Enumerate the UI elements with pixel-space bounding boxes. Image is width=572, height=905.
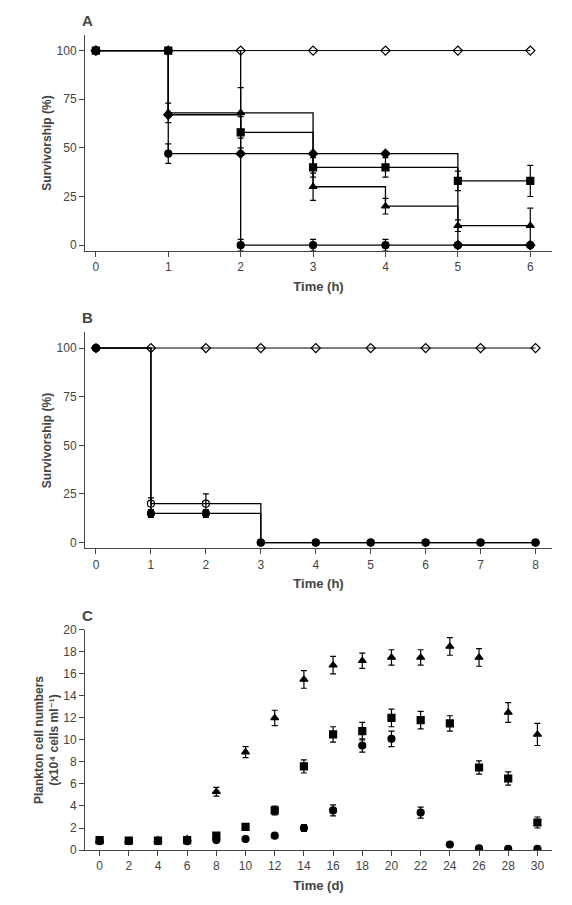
svg-text:18: 18 — [356, 859, 370, 873]
svg-text:5: 5 — [455, 260, 462, 274]
svg-text:14: 14 — [297, 859, 311, 873]
svg-text:8: 8 — [213, 859, 220, 873]
svg-text:16: 16 — [63, 667, 77, 681]
svg-text:6: 6 — [184, 859, 191, 873]
svg-text:22: 22 — [414, 859, 428, 873]
svg-text:24: 24 — [443, 859, 457, 873]
svg-text:75: 75 — [63, 92, 77, 106]
svg-text:2: 2 — [203, 558, 210, 572]
svg-text:25: 25 — [63, 190, 77, 204]
svg-text:26: 26 — [472, 859, 486, 873]
svg-text:2: 2 — [70, 821, 77, 835]
svg-text:Plankton cell numbers(x10⁴ cel: Plankton cell numbers(x10⁴ cells ml⁻¹) — [32, 676, 62, 804]
svg-text:5: 5 — [367, 558, 374, 572]
svg-text:0: 0 — [96, 859, 103, 873]
svg-text:Time (h): Time (h) — [293, 279, 343, 294]
svg-text:100: 100 — [57, 341, 77, 355]
svg-text:1: 1 — [148, 558, 155, 572]
svg-text:10: 10 — [239, 859, 253, 873]
svg-text:20: 20 — [385, 859, 399, 873]
svg-text:50: 50 — [63, 439, 77, 453]
svg-text:4: 4 — [312, 558, 319, 572]
svg-text:0: 0 — [93, 558, 100, 572]
svg-text:3: 3 — [310, 260, 317, 274]
svg-text:16: 16 — [326, 859, 340, 873]
svg-text:0: 0 — [70, 843, 77, 857]
svg-text:3: 3 — [257, 558, 264, 572]
svg-text:18: 18 — [63, 645, 77, 659]
svg-text:100: 100 — [57, 44, 77, 58]
svg-text:8: 8 — [70, 755, 77, 769]
svg-text:0: 0 — [70, 238, 77, 252]
svg-text:4: 4 — [382, 260, 389, 274]
svg-text:0: 0 — [93, 260, 100, 274]
svg-text:75: 75 — [63, 390, 77, 404]
svg-text:20: 20 — [63, 623, 77, 637]
svg-text:28: 28 — [502, 859, 516, 873]
svg-text:6: 6 — [422, 558, 429, 572]
svg-text:2: 2 — [237, 260, 244, 274]
svg-text:50: 50 — [63, 141, 77, 155]
svg-text:Time (h): Time (h) — [293, 576, 343, 591]
svg-text:14: 14 — [63, 689, 77, 703]
svg-text:25: 25 — [63, 487, 77, 501]
svg-text:Time (d): Time (d) — [293, 878, 343, 893]
svg-text:12: 12 — [63, 711, 77, 725]
svg-text:1: 1 — [165, 260, 172, 274]
svg-text:4: 4 — [155, 859, 162, 873]
svg-text:30: 30 — [531, 859, 545, 873]
svg-text:Survivorship (%): Survivorship (%) — [40, 95, 54, 190]
svg-text:B: B — [82, 309, 93, 326]
svg-text:0: 0 — [70, 536, 77, 550]
svg-text:Survivorship (%): Survivorship (%) — [40, 393, 54, 488]
svg-text:4: 4 — [70, 799, 77, 813]
svg-text:A: A — [82, 12, 93, 29]
svg-text:C: C — [82, 607, 93, 624]
svg-text:12: 12 — [268, 859, 282, 873]
svg-text:7: 7 — [477, 558, 484, 572]
svg-text:2: 2 — [125, 859, 132, 873]
svg-text:10: 10 — [63, 733, 77, 747]
svg-text:8: 8 — [532, 558, 539, 572]
svg-text:6: 6 — [527, 260, 534, 274]
svg-text:6: 6 — [70, 777, 77, 791]
